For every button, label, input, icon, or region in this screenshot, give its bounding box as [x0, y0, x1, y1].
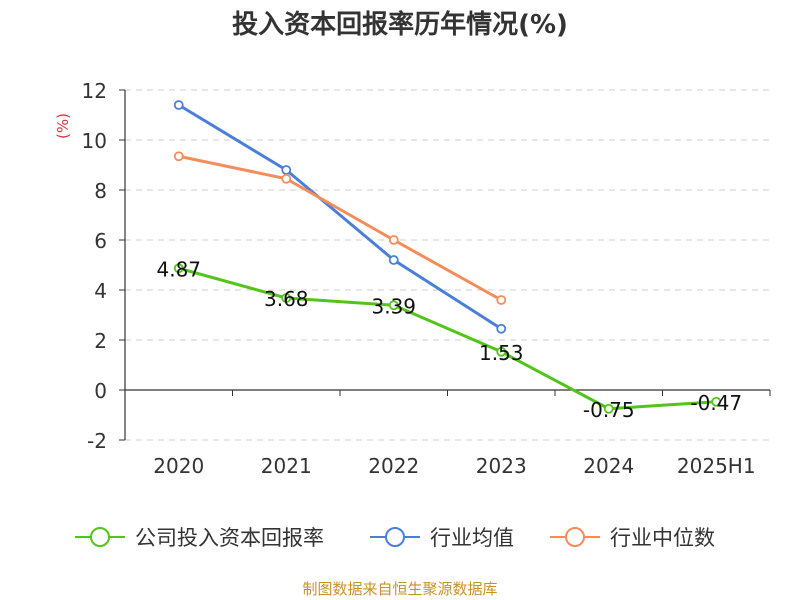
legend-marker: [385, 527, 405, 547]
legend-item: 公司投入资本回报率: [75, 526, 324, 550]
y-tick-label: 10: [82, 129, 107, 153]
x-tick-label: 2024: [583, 454, 634, 478]
legend-label: 行业均值: [430, 526, 514, 550]
data-label: 3.68: [264, 287, 309, 311]
legend-label: 公司投入资本回报率: [135, 526, 324, 550]
y-tick-label: 8: [94, 179, 107, 203]
data-label: 1.53: [479, 341, 524, 365]
data-label: -0.75: [583, 398, 635, 422]
x-tick-label: 2025H1: [677, 454, 756, 478]
x-tick-label: 2023: [476, 454, 527, 478]
data-point: [173, 263, 184, 274]
grid-lines: [125, 89, 770, 441]
data-point: [281, 173, 292, 184]
data-label: 4.87: [156, 257, 201, 281]
legend-item: 行业中位数: [550, 526, 715, 550]
data-point: [173, 151, 184, 162]
legend-marker: [90, 527, 110, 547]
x-tick-label: 2022: [368, 454, 419, 478]
legend: 公司投入资本回报率 行业均值 行业中位数: [75, 526, 715, 550]
series-line: [178, 154, 502, 302]
data-label: -0.47: [690, 391, 742, 415]
y-tick-label: -2: [87, 429, 107, 453]
x-tick-label: 2021: [261, 454, 312, 478]
legend-label: 行业中位数: [610, 526, 715, 550]
data-point: [496, 295, 507, 305]
data-point: [496, 323, 507, 334]
series-line: [178, 266, 717, 411]
data-point: [603, 403, 614, 414]
legend-marker: [565, 527, 585, 547]
series-line: [177, 103, 503, 331]
y-tick-label: 12: [82, 79, 107, 103]
data-point: [388, 235, 399, 245]
data-point: [388, 300, 399, 311]
y-axis-unit-label: (%): [54, 113, 72, 139]
axes: -2 0 2 4 6 8 10 12 2020 2021 2022 2023 2024 2025H1: [82, 79, 771, 478]
series-lines: [173, 100, 722, 414]
data-label: 3.39: [371, 294, 416, 318]
y-tick-label: 6: [94, 229, 107, 253]
data-point: [173, 100, 184, 110]
source-note: 制图数据来自恒生聚源数据库: [302, 580, 498, 598]
y-tick-label: 0: [94, 379, 107, 403]
data-point: [711, 396, 722, 407]
data-point: [388, 255, 399, 265]
data-point: [496, 346, 507, 357]
data-point: [281, 165, 292, 175]
y-tick-label: 4: [94, 279, 107, 303]
chart-title: 投入资本回报率历年情况(%): [232, 10, 568, 40]
data-point: [281, 293, 292, 303]
y-tick-label: 2: [94, 329, 107, 353]
x-tick-label: 2020: [153, 454, 204, 478]
legend-item: 行业均值: [370, 526, 514, 550]
data-labels: 4.87 3.68 3.39 1.53 -0.75 -0.47: [156, 257, 742, 422]
